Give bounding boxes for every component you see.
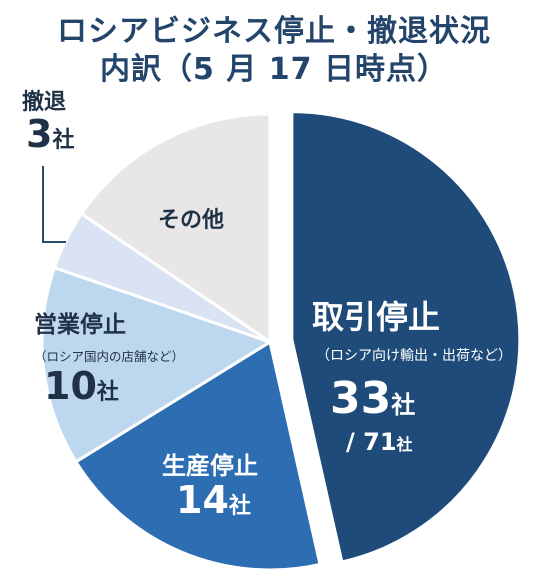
slice-value-seisan: 14社 (176, 478, 251, 522)
chart-title-line2: 内訳（5 月 17 日時点） (100, 52, 448, 87)
pie-slice-seisan (73, 339, 322, 572)
slice-sublabel-torihiki: （ロシア向け輸出・出荷など） (316, 348, 512, 364)
chart-title-line1: ロシアビジネス停止・撤退状況 (57, 14, 491, 49)
tettai-leader-line (42, 166, 66, 243)
pie-slice-sonota (79, 112, 272, 345)
slice-label-torihiki: 取引停止 (312, 298, 441, 336)
slice-label-seisan: 生産停止 (162, 452, 258, 480)
slice-sublabel-eigyo: （ロシア国内の店舗など） (34, 349, 185, 364)
slice-total-torihiki: / 71社 (346, 428, 413, 456)
slice-label-tettai: 撤退 (22, 90, 67, 115)
slice-value-eigyo: 10社 (44, 364, 119, 408)
slice-label-sonota: その他 (158, 208, 225, 233)
pie-slice-torihiki (290, 110, 522, 564)
slice-value-tettai: 3社 (26, 112, 75, 156)
slice-value-torihiki: 33社 (330, 373, 416, 424)
slice-label-eigyo: 営業停止 (34, 312, 126, 338)
pie-slice-eigyo (40, 265, 274, 464)
